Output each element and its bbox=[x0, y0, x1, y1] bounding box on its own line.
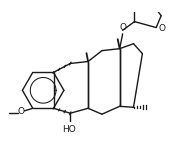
Text: O: O bbox=[17, 107, 24, 116]
Text: O: O bbox=[119, 23, 126, 32]
Text: HO: HO bbox=[62, 125, 76, 134]
Text: O: O bbox=[159, 24, 166, 33]
